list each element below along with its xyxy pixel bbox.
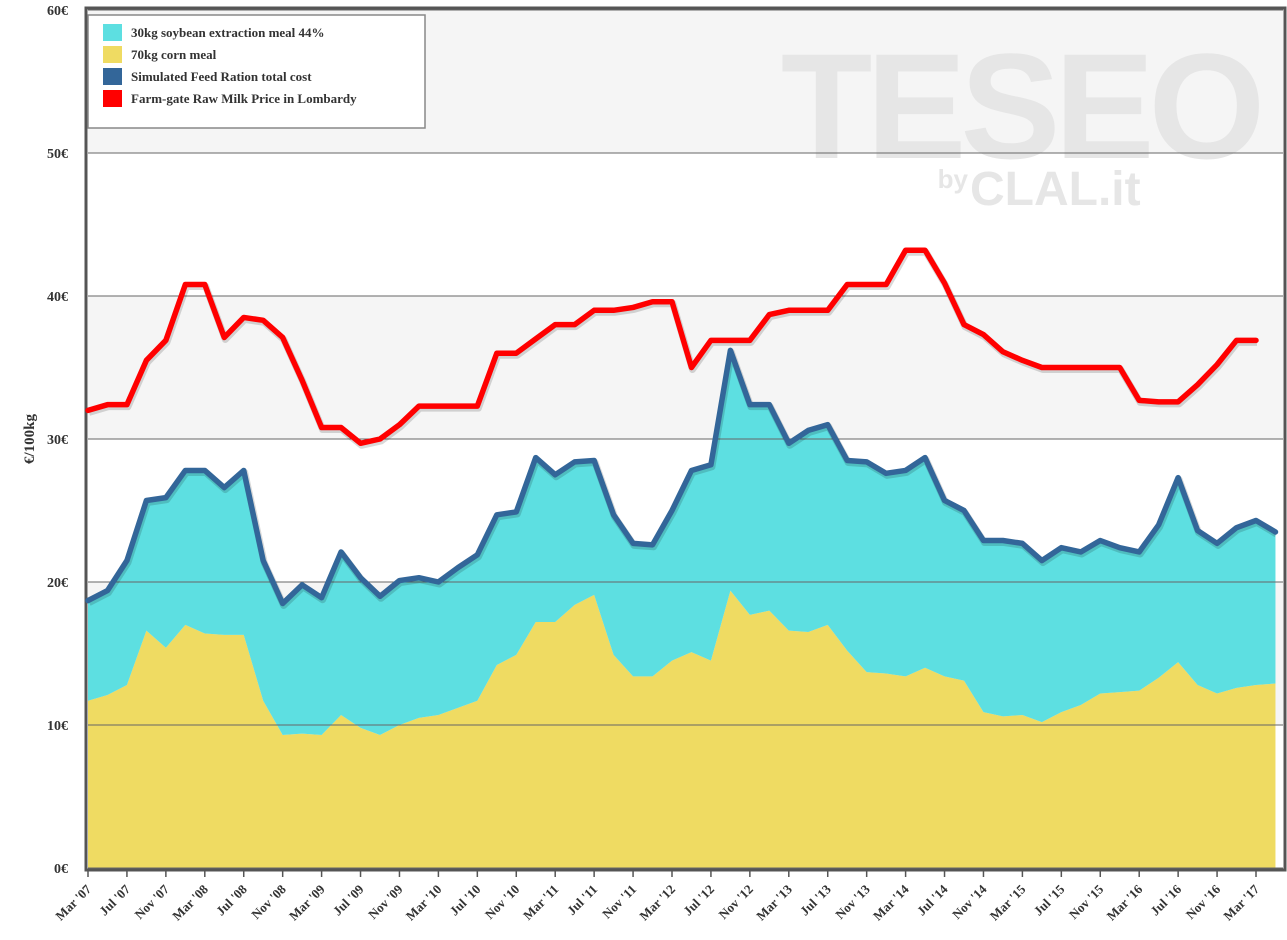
legend-label: Farm-gate Raw Milk Price in Lombardy — [131, 91, 357, 106]
plot-frame — [84, 6, 1287, 872]
area — [88, 350, 1276, 736]
line — [85, 347, 1279, 607]
legend-label: 70kg corn meal — [131, 47, 217, 62]
y-axis-label: €/100kg — [22, 413, 38, 464]
y-tick-label: 50€ — [47, 147, 68, 162]
legend-swatch — [103, 68, 122, 85]
legend-box — [87, 14, 426, 129]
y-tick-label: 10€ — [47, 719, 68, 734]
legend: 30kg soybean extraction meal 44% 70kg cor… — [87, 14, 426, 129]
legend-swatch — [103, 46, 122, 63]
y-tick-label: 40€ — [47, 290, 68, 305]
legend-label: Simulated Feed Ration total cost — [131, 69, 312, 84]
legend-label: 30kg soybean extraction meal 44% — [131, 25, 325, 40]
line — [85, 247, 1259, 447]
y-tick-label: 0€ — [54, 862, 68, 877]
area — [88, 590, 1276, 868]
watermark-title: TESEO — [781, 22, 1260, 190]
legend-swatch — [103, 24, 122, 41]
y-tick-label: 20€ — [47, 576, 68, 591]
watermark-brand: CLAL.it — [970, 163, 1141, 216]
legend-swatch — [103, 90, 122, 107]
y-tick-label: 30€ — [47, 433, 68, 448]
watermark-by: by — [938, 164, 969, 194]
y-tick-label: 60€ — [47, 4, 68, 19]
